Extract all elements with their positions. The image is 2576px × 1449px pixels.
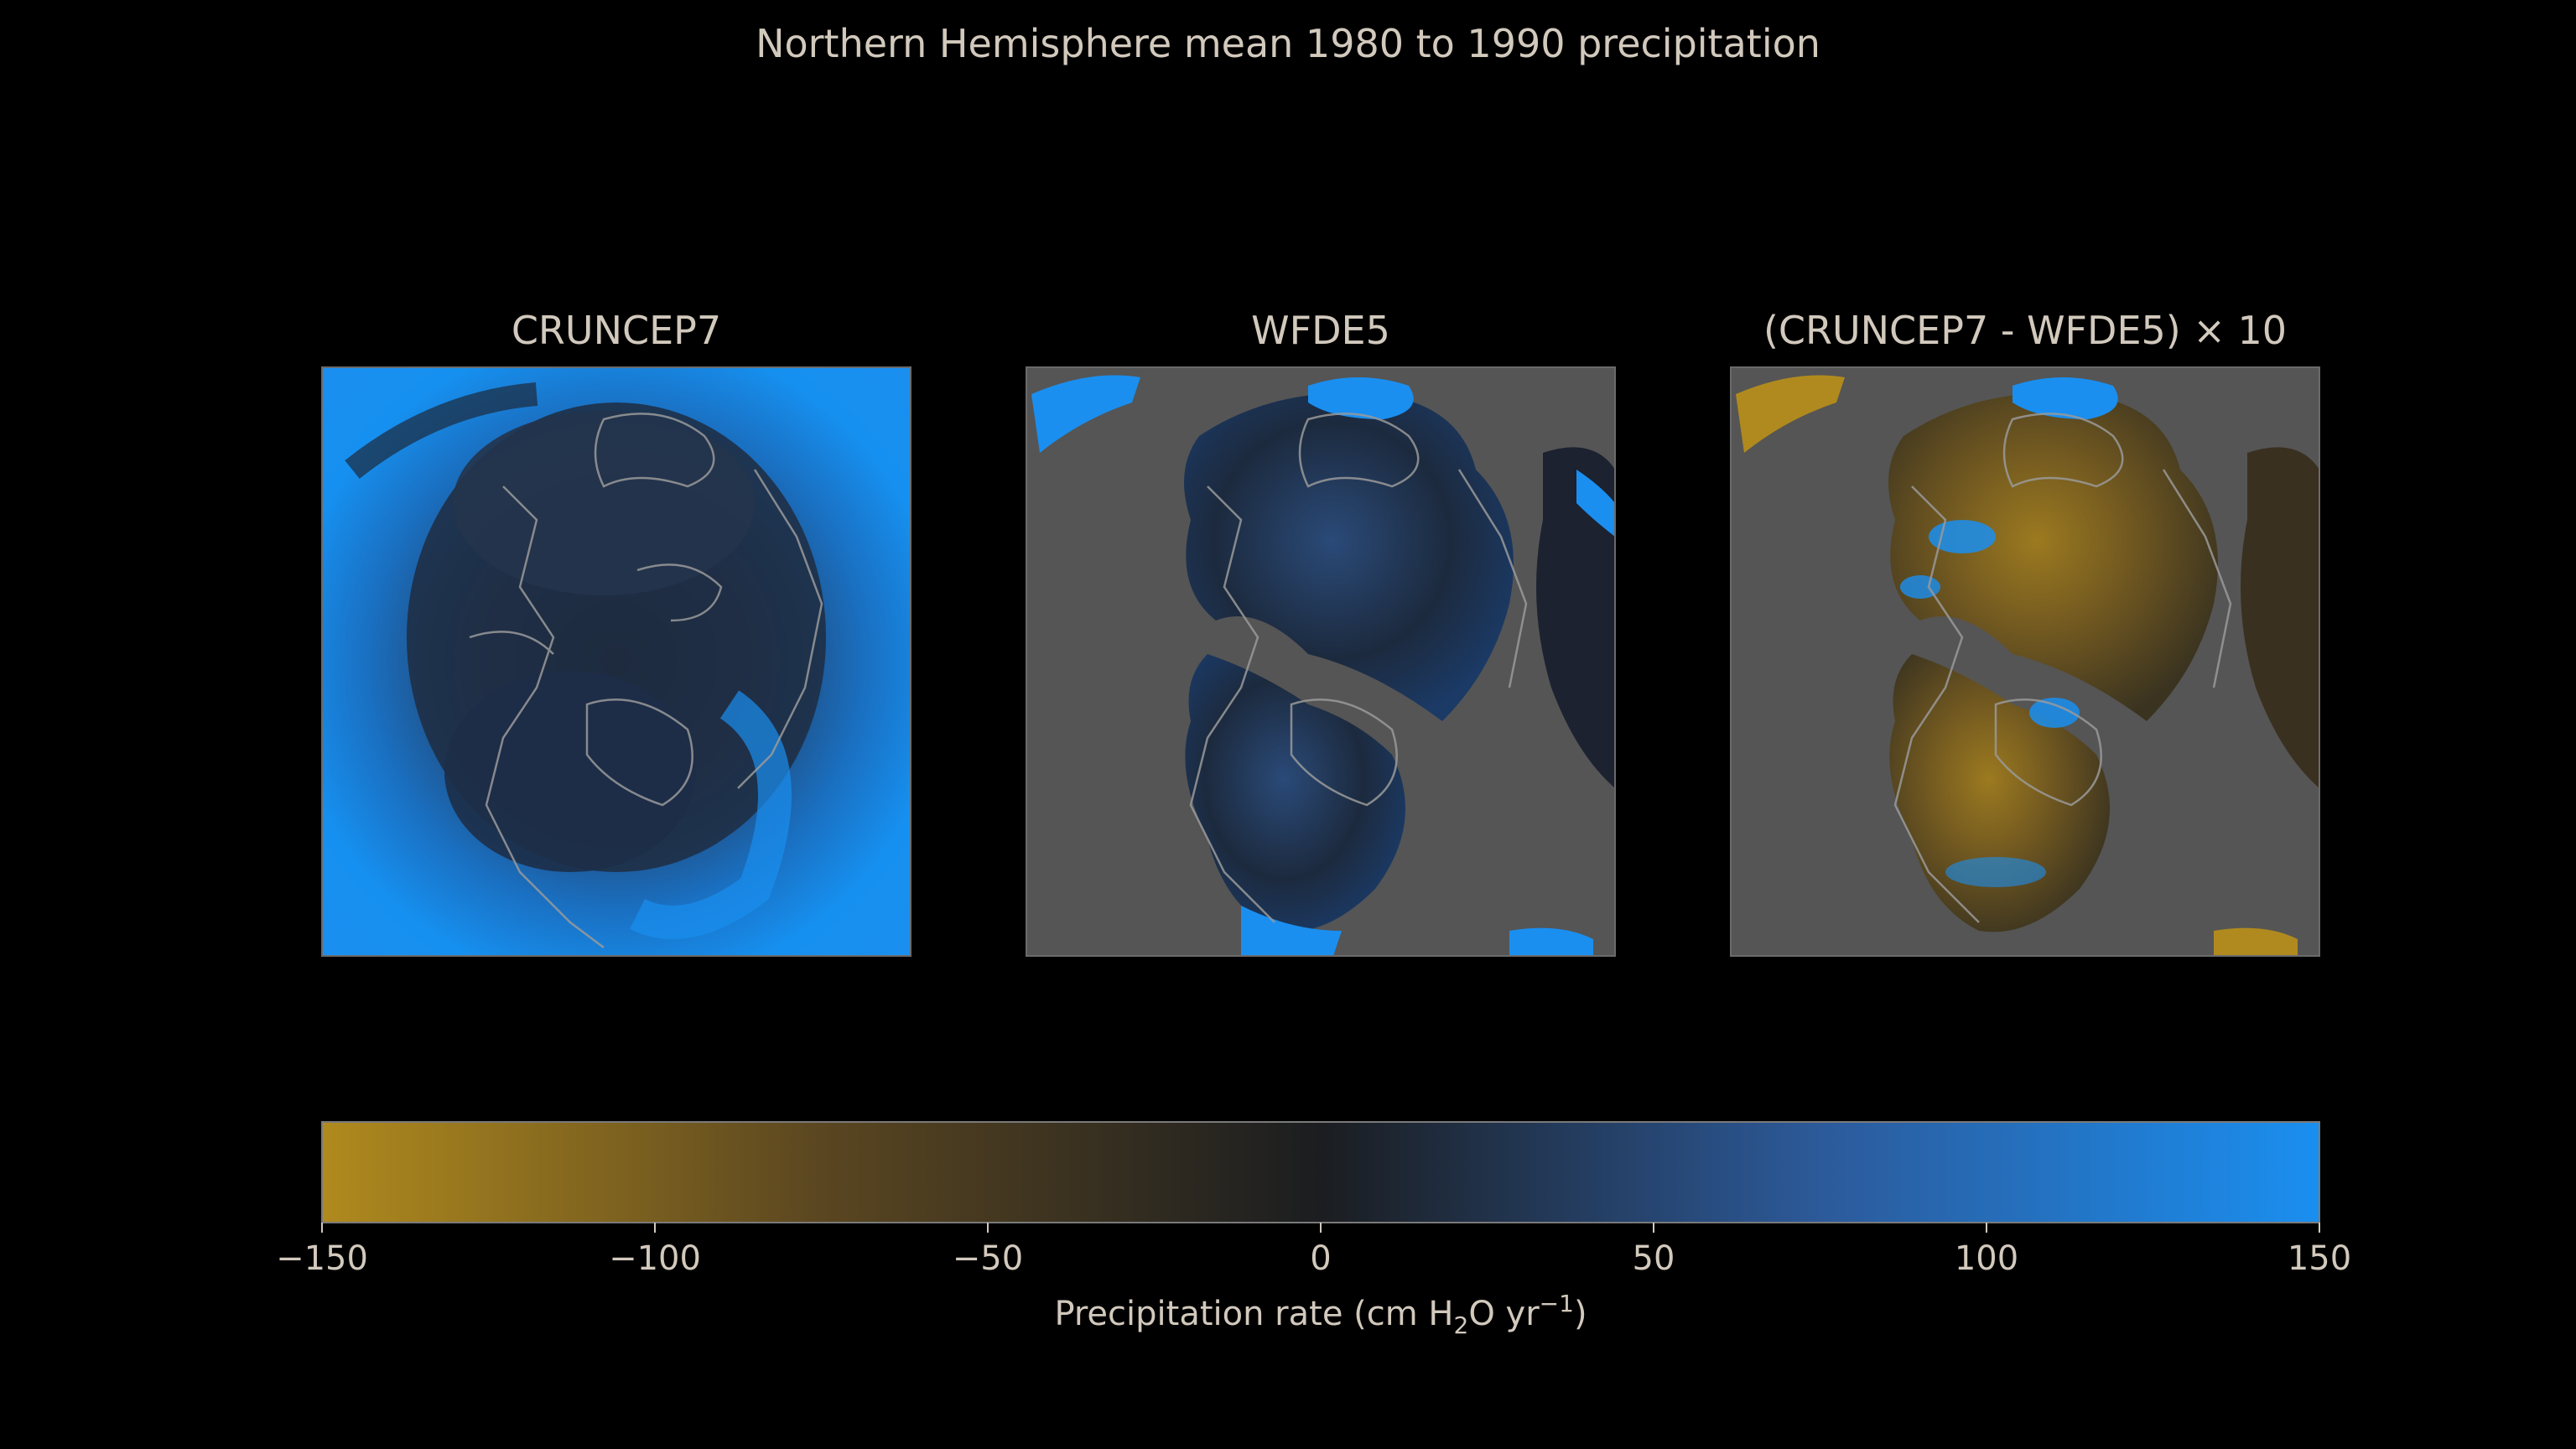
precipitation-map-wfde5 bbox=[1026, 367, 1615, 956]
colorbar-ticks: −150 −100 −50 0 50 100 150 bbox=[276, 1223, 2351, 1278]
panel-title: WFDE5 bbox=[1251, 308, 1390, 353]
colorbar-tick-label: 150 bbox=[2288, 1239, 2351, 1278]
colorbar-label: Precipitation rate (cm H2O yr−1) bbox=[1054, 1290, 1587, 1339]
colorbar-tick-label: −150 bbox=[276, 1239, 368, 1278]
panel-difference: (CRUNCEP7 - WFDE5) × 10 bbox=[1730, 308, 2320, 957]
colorbar-tick-label: −100 bbox=[609, 1239, 701, 1278]
panel-wfde5: WFDE5 bbox=[1026, 308, 1616, 957]
precipitation-map-difference bbox=[1731, 367, 2319, 956]
colorbar-tick-label: 100 bbox=[1955, 1239, 2018, 1278]
figure-title: Northern Hemisphere mean 1980 to 1990 pr… bbox=[756, 21, 1820, 66]
colorbar: −150 −100 −50 0 50 100 150 Precipitation rate … bbox=[276, 1121, 2351, 1339]
colorbar-gradient bbox=[321, 1121, 2320, 1223]
colorbar-tick-label: −50 bbox=[953, 1239, 1023, 1278]
colorbar-tick-label: 50 bbox=[1633, 1239, 1675, 1278]
panel-title: (CRUNCEP7 - WFDE5) × 10 bbox=[1763, 308, 2287, 353]
precipitation-map-cruncep7 bbox=[322, 367, 911, 956]
panel-title: CRUNCEP7 bbox=[512, 308, 721, 353]
colorbar-tick-label: 0 bbox=[1310, 1239, 1331, 1278]
panel-cruncep7: CRUNCEP7 bbox=[321, 308, 911, 957]
